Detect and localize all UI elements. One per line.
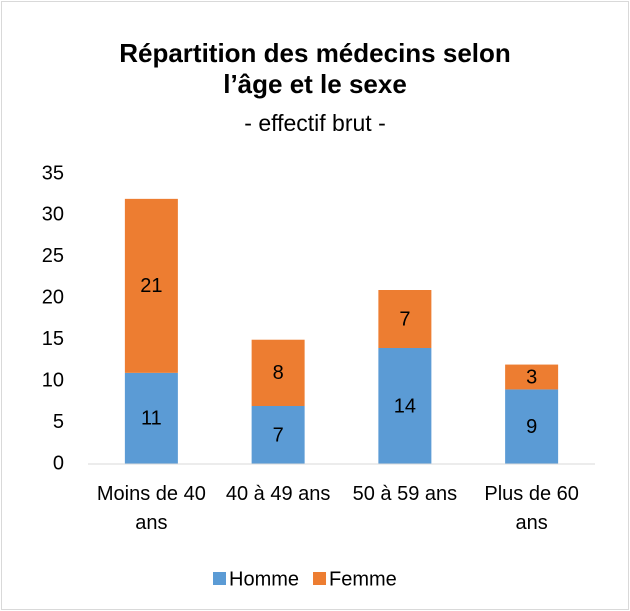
y-tick-label: 25 [42,245,64,267]
data-label: 3 [526,366,537,388]
legend-label: Homme [229,568,299,590]
data-label: 14 [394,395,416,417]
chart-title: Répartition des médecins selon l’âge et … [119,38,511,99]
data-label: 7 [399,308,410,330]
data-label: 8 [273,362,284,384]
y-tick-label: 30 [42,204,64,226]
y-tick-label: 5 [53,411,64,433]
y-tick-label: 20 [42,287,64,309]
bar-segment [378,290,432,348]
x-tick-label: 50 à 59 ans [352,483,458,505]
x-tick-label: Moins de 40 ans [96,483,206,534]
legend-label: Femme [329,568,397,590]
legend-swatch [213,572,226,585]
bar-segment [505,389,559,464]
data-label: 21 [140,275,162,297]
y-tick-label: 35 [42,162,64,184]
data-label: 11 [141,408,162,430]
bar-segment [251,339,305,406]
data-label: 9 [526,416,537,438]
chart-subtitle: - effectif brut - [244,110,386,136]
bar-segment [124,372,178,464]
x-tick-label: 40 à 49 ans [225,483,331,505]
bar-segment [378,348,432,464]
bar-segment [505,364,559,390]
y-tick-label: 10 [42,369,64,391]
y-tick-label: 15 [42,328,64,350]
bar-segment [124,198,178,373]
y-tick-label: 0 [53,452,64,474]
bar-segment [251,406,305,464]
data-label: 7 [273,424,284,446]
x-tick-label: Plus de 60 ans [484,483,579,534]
legend-swatch [313,572,327,585]
